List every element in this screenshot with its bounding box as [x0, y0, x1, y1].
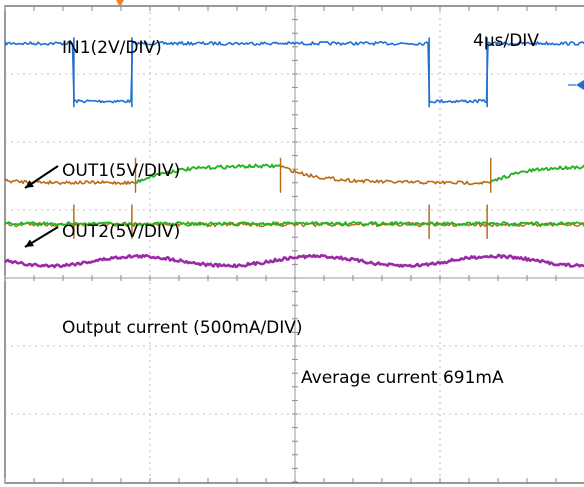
out2-label: OUT2(5V/DIV): [62, 222, 180, 242]
average-current-annotation: Average current 691mA: [301, 368, 504, 388]
timebase-label: 4μs/DIV: [473, 31, 539, 51]
grid-frame: [4, 5, 584, 484]
trigger-marker: [116, 0, 124, 7]
graticule: [4, 5, 584, 484]
out1-high-segment: [490, 164, 584, 183]
out1-arrow-head: [25, 180, 34, 188]
out1-high-segment: [135, 163, 280, 184]
out2-trace: [4, 221, 584, 226]
out1-trace: [4, 163, 584, 186]
out2-arrow-head: [25, 239, 34, 247]
current-label: Output current (500mA/DIV): [62, 318, 303, 338]
in1-label: IN1(2V/DIV): [62, 38, 162, 58]
in1-trace: [4, 41, 584, 104]
out1-label: OUT1(5V/DIV): [62, 161, 180, 181]
traces: [4, 37, 584, 269]
ch1-marker: [576, 80, 584, 90]
current-trace: [4, 253, 584, 269]
markers: [24, 0, 584, 248]
